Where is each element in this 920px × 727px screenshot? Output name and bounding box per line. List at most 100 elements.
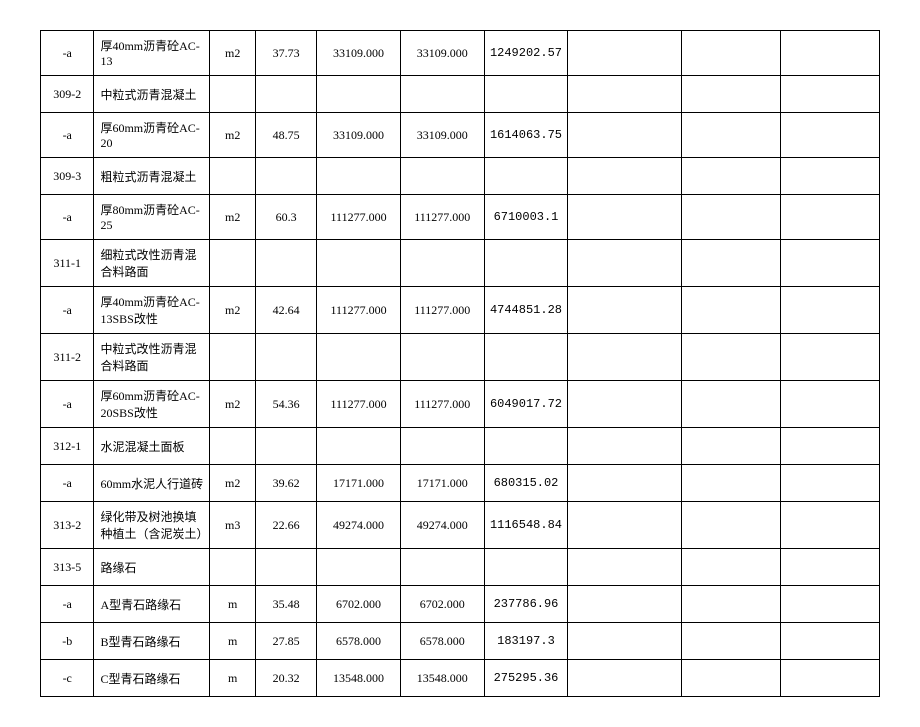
- table-cell: 54.36: [256, 381, 317, 428]
- table-cell: [568, 240, 682, 287]
- table-cell: 37.73: [256, 31, 317, 76]
- table-cell: [256, 158, 317, 195]
- table-cell: 粗粒式沥青混凝土: [94, 158, 210, 195]
- table-cell: [400, 428, 484, 465]
- table-cell: 17171.000: [400, 465, 484, 502]
- table-row: -a厚60mm沥青砼AC-20m248.7533109.00033109.000…: [41, 113, 880, 158]
- table-cell: 60mm水泥人行道砖: [94, 465, 210, 502]
- table-cell: [484, 158, 568, 195]
- table-cell: 13548.000: [400, 660, 484, 697]
- table-cell: [682, 465, 781, 502]
- table-row: -a厚40mm沥青砼AC-13m237.7333109.00033109.000…: [41, 31, 880, 76]
- table-cell: 33109.000: [317, 31, 401, 76]
- table-cell: [781, 660, 880, 697]
- table-cell: [210, 158, 256, 195]
- table-cell: 17171.000: [317, 465, 401, 502]
- table-row: -a厚60mm沥青砼AC-20SBS改性m254.36111277.000111…: [41, 381, 880, 428]
- table-cell: 309-2: [41, 76, 94, 113]
- table-cell: 111277.000: [400, 195, 484, 240]
- table-cell: [781, 334, 880, 381]
- table-cell: [256, 549, 317, 586]
- table-cell: [568, 381, 682, 428]
- table-cell: 13548.000: [317, 660, 401, 697]
- table-cell: [317, 549, 401, 586]
- table-cell: 细粒式改性沥青混合料路面: [94, 240, 210, 287]
- table-cell: -a: [41, 586, 94, 623]
- table-cell: 49274.000: [400, 502, 484, 549]
- table-cell: m2: [210, 195, 256, 240]
- table-cell: [682, 158, 781, 195]
- table-cell: [210, 240, 256, 287]
- table-cell: [682, 76, 781, 113]
- table-cell: 22.66: [256, 502, 317, 549]
- table-cell: [568, 549, 682, 586]
- table-cell: [781, 586, 880, 623]
- table-cell: 6578.000: [400, 623, 484, 660]
- table-cell: [317, 428, 401, 465]
- table-cell: 33109.000: [400, 31, 484, 76]
- table-cell: [568, 502, 682, 549]
- table-cell: [210, 549, 256, 586]
- table-cell: 237786.96: [484, 586, 568, 623]
- table-row: 309-2中粒式沥青混凝土: [41, 76, 880, 113]
- table-cell: m2: [210, 287, 256, 334]
- table-cell: 1116548.84: [484, 502, 568, 549]
- table-cell: 60.3: [256, 195, 317, 240]
- table-cell: 厚60mm沥青砼AC-20SBS改性: [94, 381, 210, 428]
- table-cell: 20.32: [256, 660, 317, 697]
- table-cell: 42.64: [256, 287, 317, 334]
- table-row: 312-1水泥混凝土面板: [41, 428, 880, 465]
- table-cell: [682, 31, 781, 76]
- table-cell: [781, 465, 880, 502]
- table-cell: [317, 334, 401, 381]
- table-cell: 311-1: [41, 240, 94, 287]
- table-cell: 111277.000: [317, 287, 401, 334]
- table-cell: 1614063.75: [484, 113, 568, 158]
- table-cell: [256, 240, 317, 287]
- table-cell: [568, 334, 682, 381]
- table-cell: [568, 623, 682, 660]
- table-cell: 6702.000: [400, 586, 484, 623]
- table-cell: [400, 158, 484, 195]
- table-cell: 1249202.57: [484, 31, 568, 76]
- table-cell: [568, 113, 682, 158]
- table-cell: [682, 586, 781, 623]
- table-cell: 313-5: [41, 549, 94, 586]
- table-cell: -a: [41, 31, 94, 76]
- table-cell: 39.62: [256, 465, 317, 502]
- table-cell: [781, 240, 880, 287]
- table-cell: -a: [41, 113, 94, 158]
- table-cell: m3: [210, 502, 256, 549]
- table-cell: [568, 158, 682, 195]
- table-cell: 311-2: [41, 334, 94, 381]
- table-cell: [682, 381, 781, 428]
- table-cell: 33109.000: [400, 113, 484, 158]
- table-cell: 183197.3: [484, 623, 568, 660]
- table-cell: [484, 428, 568, 465]
- table-body: -a厚40mm沥青砼AC-13m237.7333109.00033109.000…: [41, 31, 880, 697]
- table-cell: 33109.000: [317, 113, 401, 158]
- table-cell: 中粒式改性沥青混合料路面: [94, 334, 210, 381]
- table-cell: [682, 549, 781, 586]
- table-cell: [568, 660, 682, 697]
- table-cell: m2: [210, 113, 256, 158]
- table-cell: [682, 623, 781, 660]
- table-cell: 111277.000: [400, 287, 484, 334]
- table-row: 311-2中粒式改性沥青混合料路面: [41, 334, 880, 381]
- table-cell: 48.75: [256, 113, 317, 158]
- table-cell: -c: [41, 660, 94, 697]
- table-cell: [781, 113, 880, 158]
- table-cell: 680315.02: [484, 465, 568, 502]
- table-cell: [781, 381, 880, 428]
- table-cell: [256, 334, 317, 381]
- table-cell: B型青石路缘石: [94, 623, 210, 660]
- table-cell: 27.85: [256, 623, 317, 660]
- table-cell: [682, 660, 781, 697]
- table-cell: [682, 240, 781, 287]
- table-row: 313-2绿化带及树池换填种植土（含泥炭土）m322.6649274.00049…: [41, 502, 880, 549]
- table-cell: 111277.000: [400, 381, 484, 428]
- table-cell: 6702.000: [317, 586, 401, 623]
- table-cell: 312-1: [41, 428, 94, 465]
- table-cell: 路缘石: [94, 549, 210, 586]
- table-cell: [256, 428, 317, 465]
